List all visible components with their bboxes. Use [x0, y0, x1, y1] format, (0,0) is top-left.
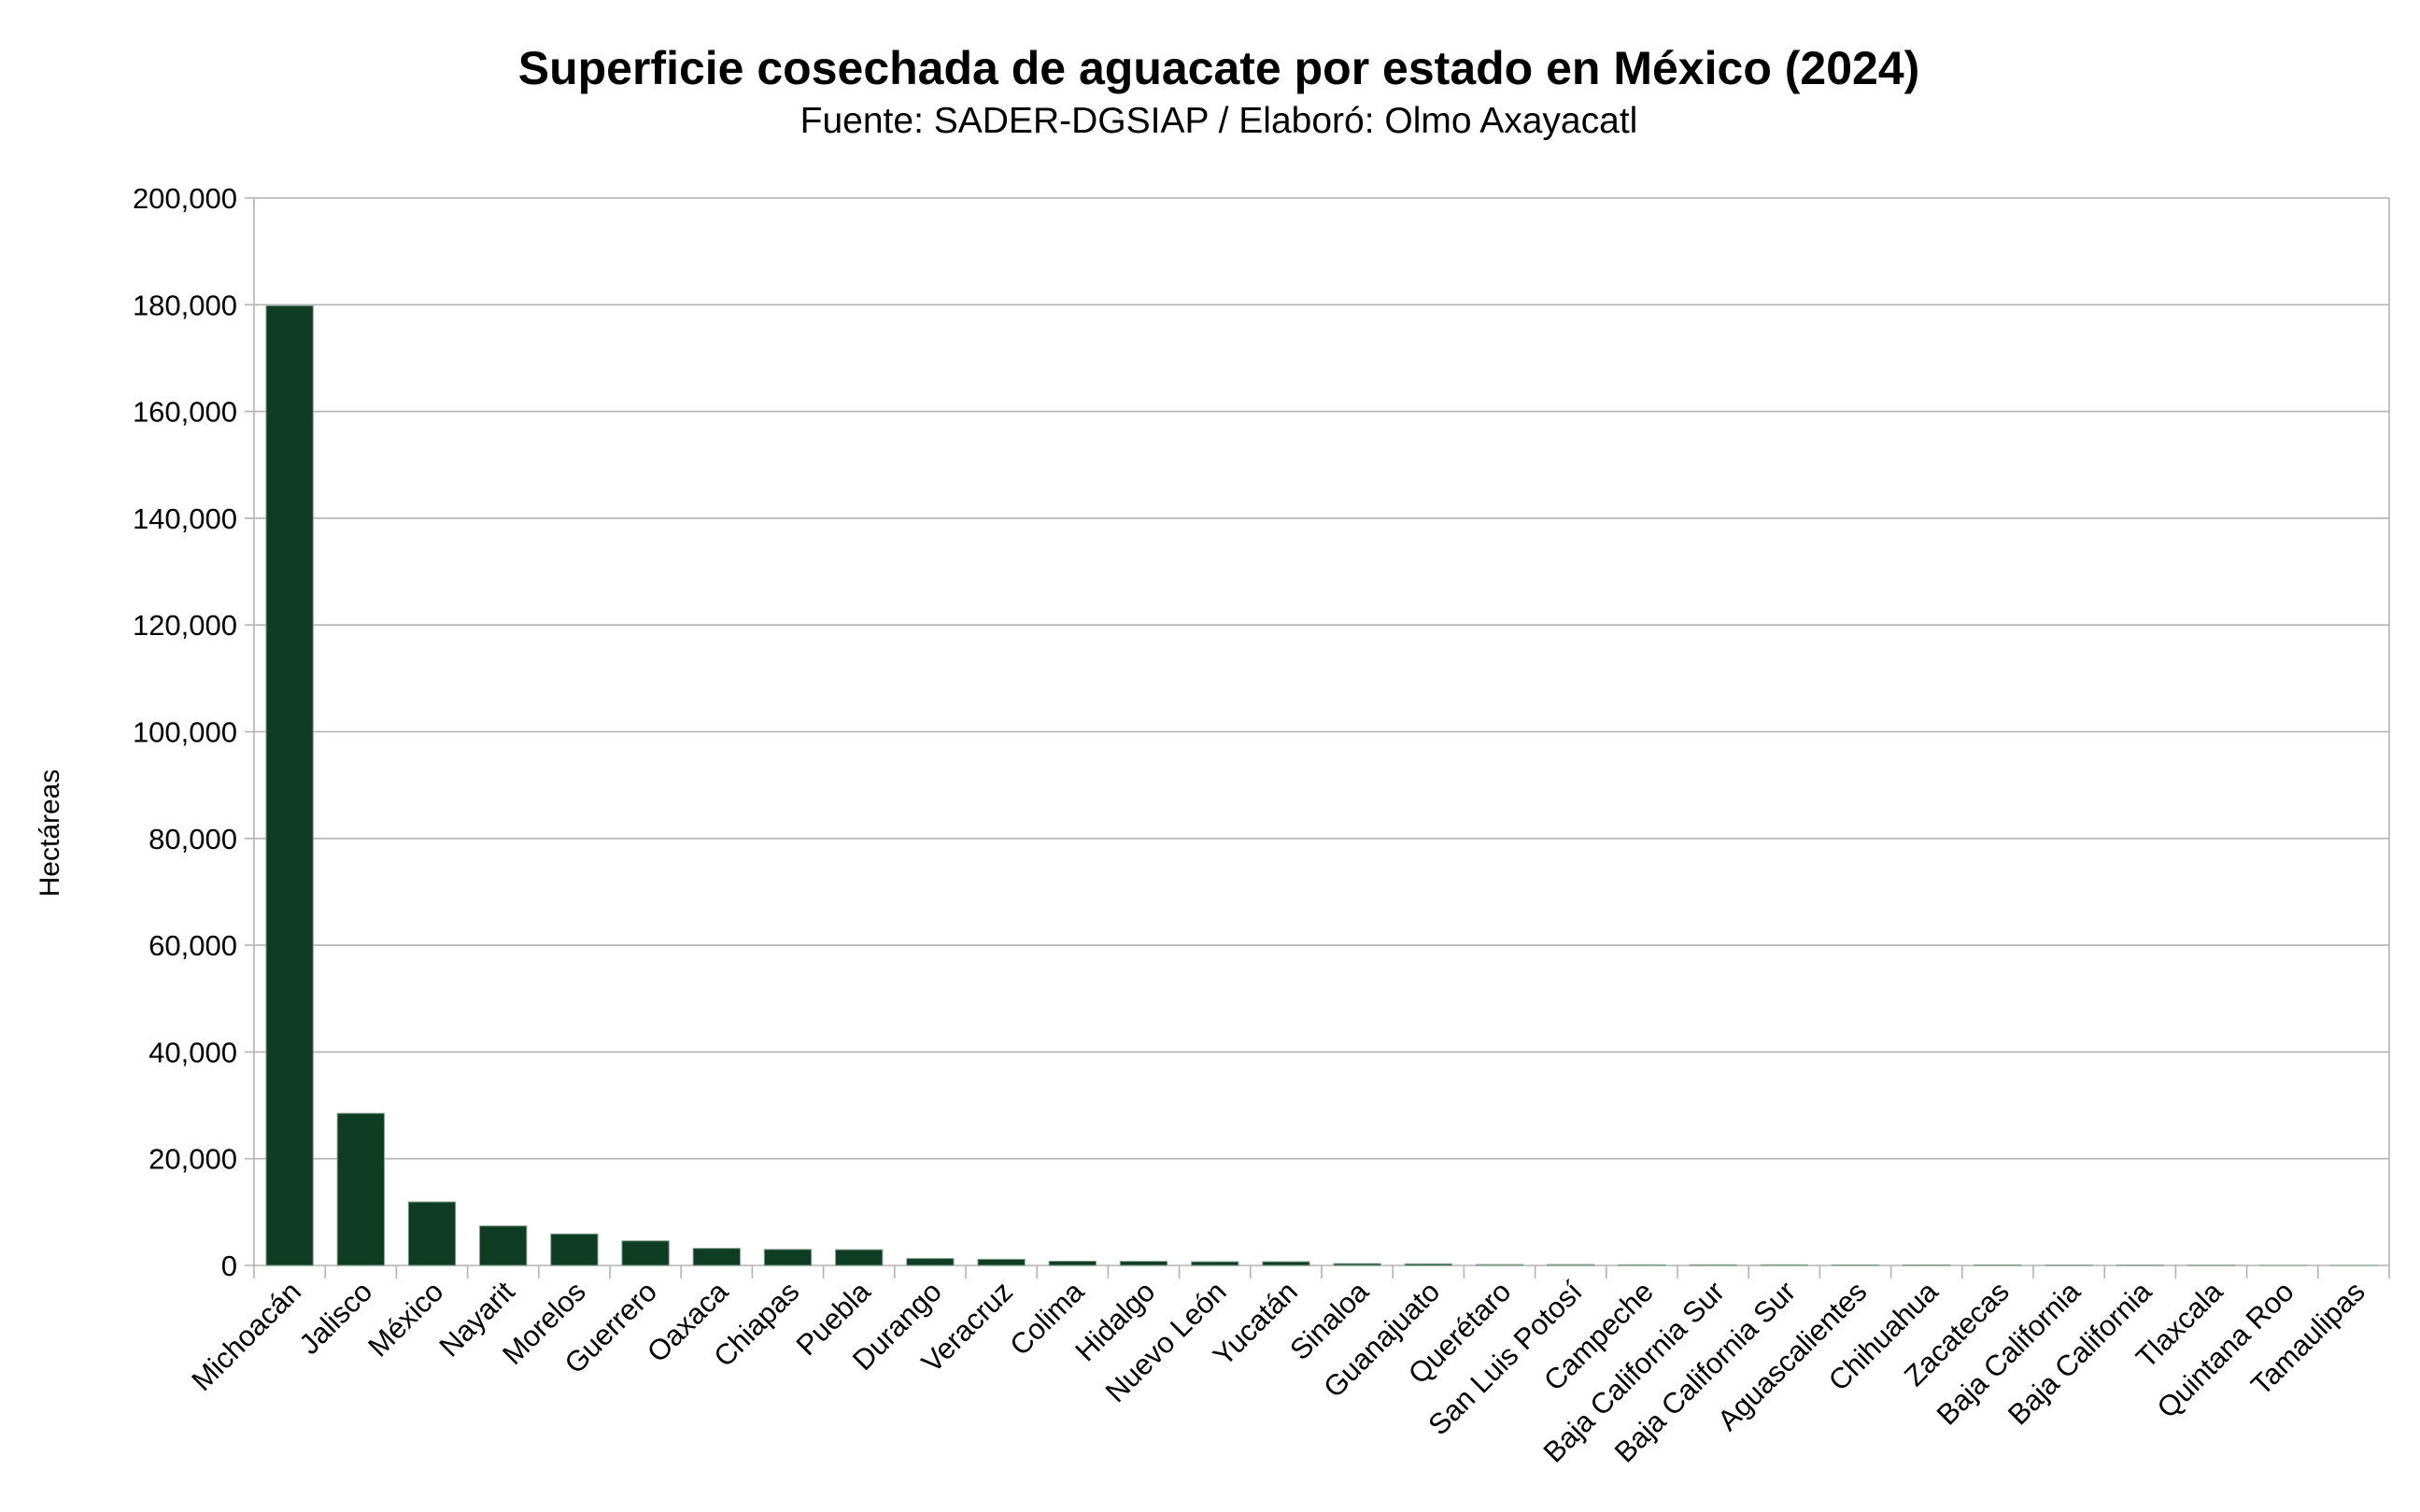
- y-tick-label: 0: [221, 1250, 237, 1282]
- bar: [407, 1201, 457, 1266]
- bar: [1119, 1261, 1168, 1266]
- y-tick-label: 200,000: [133, 182, 237, 215]
- bar: [1404, 1263, 1452, 1266]
- y-tick-label: 120,000: [133, 609, 237, 642]
- bar: [550, 1233, 599, 1266]
- x-tick-label: Jalisco: [292, 1275, 378, 1361]
- bar: [336, 1112, 385, 1266]
- bar: [265, 304, 314, 1266]
- x-tick-label: Michoacán: [185, 1275, 307, 1397]
- bar: [479, 1225, 528, 1266]
- bar: [1333, 1263, 1381, 1266]
- bars: [265, 304, 2378, 1266]
- bar: [835, 1249, 884, 1266]
- bar: [1191, 1261, 1239, 1266]
- x-tick-label: México: [361, 1275, 449, 1363]
- y-tick-label: 20,000: [149, 1143, 237, 1176]
- y-axis-ticks: 0 20,000 40,000 60,000 80,000 100,000 120,000 1…: [133, 182, 237, 1282]
- y-tick-label: 140,000: [133, 502, 237, 535]
- bar: [1262, 1261, 1310, 1266]
- y-tick-label: 160,000: [133, 396, 237, 429]
- bar: [621, 1240, 670, 1266]
- y-tick-label: 60,000: [149, 929, 237, 962]
- y-tick-label: 80,000: [149, 823, 237, 855]
- gridlines: [245, 197, 2390, 1266]
- bar: [906, 1258, 955, 1266]
- chart-title: Superficie cosechada de aguacate por est…: [518, 42, 1920, 94]
- y-axis-label: Hectáreas: [35, 770, 65, 897]
- bar: [763, 1249, 813, 1266]
- chart-subtitle: Fuente: SADER-DGSIAP / Elaboró: Olmo Axa…: [800, 101, 1638, 141]
- y-tick-label: 100,000: [133, 716, 237, 749]
- bar: [692, 1248, 741, 1266]
- y-tick-label: 40,000: [149, 1036, 237, 1068]
- bar: [1048, 1260, 1097, 1266]
- y-tick-label: 180,000: [133, 289, 237, 321]
- x-axis-ticks: MichoacánJaliscoMéxicoNayaritMorelosGuer…: [185, 1265, 2390, 1469]
- bar: [977, 1258, 1026, 1266]
